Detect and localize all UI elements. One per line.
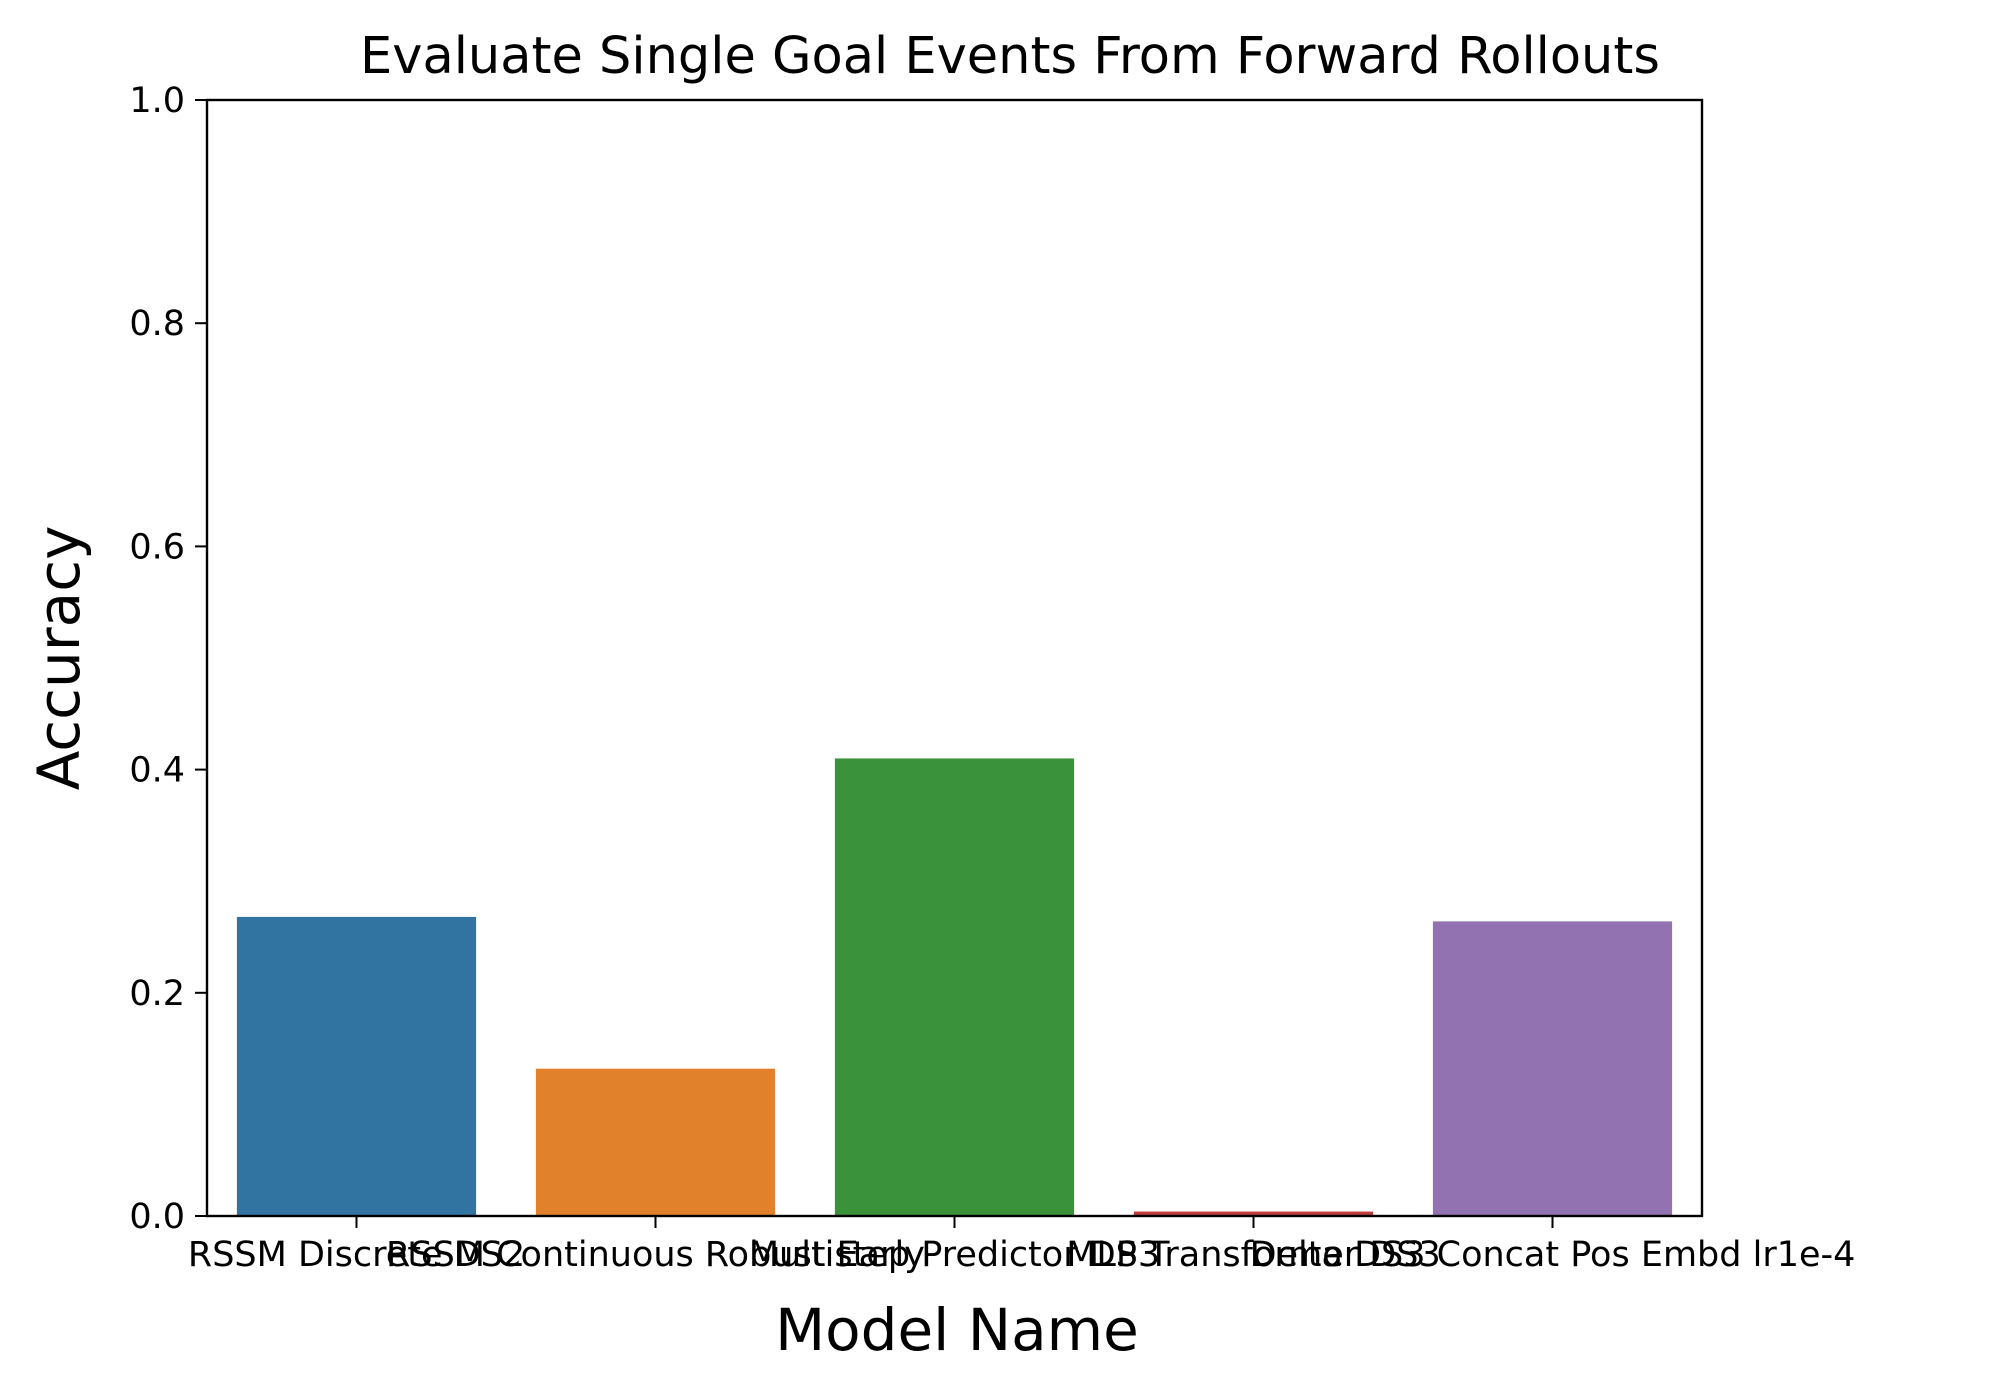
- bars-group: [236, 758, 1673, 1216]
- bar: [535, 1068, 776, 1216]
- x-tick-label: Delta DS3 Concat Pos Embd lr1e-4: [1250, 1235, 1856, 1275]
- x-axis-label: Model Name: [775, 1296, 1139, 1364]
- y-tick-label: 0.2: [129, 974, 185, 1014]
- x-tick-label: Multistep Predictor DS3: [749, 1235, 1160, 1275]
- x-tick-label: RSSM Discrete DS2: [188, 1235, 525, 1275]
- x-tick-label: RSSM Continuous Robust Early: [386, 1235, 925, 1275]
- bar: [834, 758, 1075, 1216]
- y-tick-label: 0.0: [129, 1197, 185, 1237]
- y-tick-label: 0.4: [129, 751, 185, 791]
- chart-title: Evaluate Single Goal Events From Forward…: [360, 27, 1660, 86]
- plot-frame: [205, 98, 1704, 1218]
- bar: [1133, 1211, 1374, 1216]
- y-tick-label: 1.0: [129, 81, 185, 121]
- bar: [1432, 921, 1673, 1216]
- y-axis: 0.0 0.2 0.4 0.6 0.8 1.0: [129, 81, 207, 1237]
- y-tick-label: 0.6: [129, 527, 185, 567]
- y-axis-label: Accuracy: [25, 526, 93, 791]
- bar: [236, 916, 477, 1216]
- x-tick-label: MLP Transformer DS3: [1066, 1235, 1441, 1275]
- y-tick-label: 0.8: [129, 304, 185, 344]
